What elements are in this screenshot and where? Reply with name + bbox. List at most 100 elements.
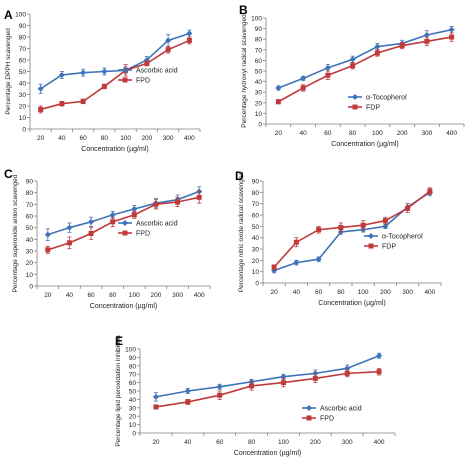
y-tick-label: 40	[26, 237, 34, 244]
y-tick-label: 70	[26, 202, 34, 209]
data-point	[344, 370, 350, 376]
y-tick-label: 0	[132, 431, 136, 438]
series-line	[47, 196, 200, 251]
panel-label: B	[239, 3, 248, 17]
y-tick-label: 90	[252, 179, 260, 186]
y-tick-label: 20	[255, 100, 263, 107]
x-tick-label: 100	[358, 289, 369, 296]
x-tick-label: 20	[275, 130, 283, 137]
y-tick-label: 20	[129, 414, 137, 421]
x-axis-title: Concentration (µg/ml)	[90, 303, 157, 310]
x-tick-label: 300	[402, 289, 413, 296]
data-point	[338, 224, 344, 230]
legend: Ascorbic acid FPD	[302, 405, 362, 423]
y-tick-label: 60	[26, 214, 34, 221]
panel-label: D	[235, 169, 244, 183]
data-point	[196, 194, 202, 200]
chart-panel-a: A 0 10 20 30 40 50 60 70 80 90 100 20 40 60 80 100 200 300…	[4, 8, 201, 153]
legend-label: α-Tocopherol	[382, 234, 423, 241]
series-blue	[152, 352, 383, 402]
x-tick-label: 300	[163, 135, 174, 142]
y-tick-label: 70	[129, 372, 137, 379]
legend: α-Tocopherol FDP	[348, 94, 407, 112]
data-point	[80, 98, 86, 104]
y-axis-title: Percentage lipid peroxidation inhibition	[115, 335, 122, 447]
x-tick-label: 400	[424, 289, 435, 296]
data-point	[360, 222, 366, 228]
y-tick-label: 80	[252, 190, 260, 197]
data-point	[37, 85, 44, 92]
legend-marker	[122, 67, 128, 73]
data-point	[153, 404, 159, 410]
data-point	[350, 63, 356, 69]
series-red	[271, 187, 433, 270]
data-point	[131, 206, 138, 212]
data-point	[405, 205, 411, 211]
y-tick-label: 30	[19, 92, 27, 99]
x-tick-label: 80	[337, 289, 345, 296]
y-tick-label: 40	[252, 235, 260, 242]
legend-label: Ascorbic acid	[320, 406, 362, 413]
x-tick-label: 200	[151, 292, 162, 299]
data-point	[376, 352, 383, 359]
data-point	[88, 231, 94, 236]
x-tick-label: 60	[87, 292, 95, 299]
x-tick-label: 400	[374, 439, 385, 446]
y-tick-label: 0	[255, 281, 259, 288]
data-point	[374, 50, 380, 56]
series-blue	[271, 188, 433, 274]
data-point	[324, 64, 331, 71]
y-tick-label: 30	[26, 249, 34, 256]
data-point	[88, 218, 95, 225]
x-axis-title: Concentration (µg/ml)	[81, 146, 148, 153]
panel-label: C	[4, 167, 13, 181]
legend-marker	[352, 104, 358, 110]
y-tick-label: 20	[252, 258, 260, 265]
data-point	[144, 60, 150, 66]
y-tick-label: 60	[252, 213, 260, 220]
data-point	[217, 392, 223, 398]
y-tick-label: 50	[129, 389, 137, 396]
chart-panel-b: B 0 10 20 30 40 50 60 70 80 90 100 20 40 60 80 100 200 300…	[239, 3, 465, 148]
data-point	[80, 69, 87, 76]
x-tick-label: 40	[300, 130, 308, 137]
data-point	[131, 212, 137, 218]
y-tick-label: 40	[255, 79, 263, 86]
x-tick-label: 100	[278, 439, 289, 446]
y-tick-label: 40	[129, 397, 137, 404]
x-tick-label: 80	[109, 292, 117, 299]
data-point	[312, 370, 319, 377]
legend-marker	[368, 233, 374, 239]
data-point	[185, 399, 191, 405]
x-tick-label: 300	[342, 439, 353, 446]
x-tick-label: 20	[44, 292, 52, 299]
x-tick-label: 60	[80, 135, 88, 142]
y-tick-label: 40	[19, 81, 27, 88]
data-point	[399, 43, 405, 49]
data-point	[382, 218, 388, 224]
data-point	[101, 68, 108, 75]
data-point	[448, 26, 455, 33]
y-tick-label: 90	[19, 23, 27, 30]
data-point	[423, 31, 430, 38]
data-point	[38, 106, 44, 112]
x-tick-label: 60	[216, 439, 224, 446]
series-blue	[37, 29, 193, 94]
y-tick-label: 10	[255, 111, 263, 118]
y-tick-label: 0	[258, 122, 262, 129]
y-tick-label: 10	[252, 269, 260, 276]
data-point	[152, 393, 159, 400]
series-line	[278, 28, 452, 89]
x-tick-label: 200	[310, 439, 321, 446]
data-point	[427, 188, 433, 194]
y-tick-label: 90	[26, 179, 34, 186]
data-point	[45, 247, 51, 253]
data-point	[293, 239, 299, 245]
legend-label: FPD	[136, 231, 150, 238]
data-point	[275, 99, 281, 105]
panel-label: A	[4, 8, 13, 22]
data-point	[101, 83, 107, 89]
data-point	[153, 201, 159, 207]
